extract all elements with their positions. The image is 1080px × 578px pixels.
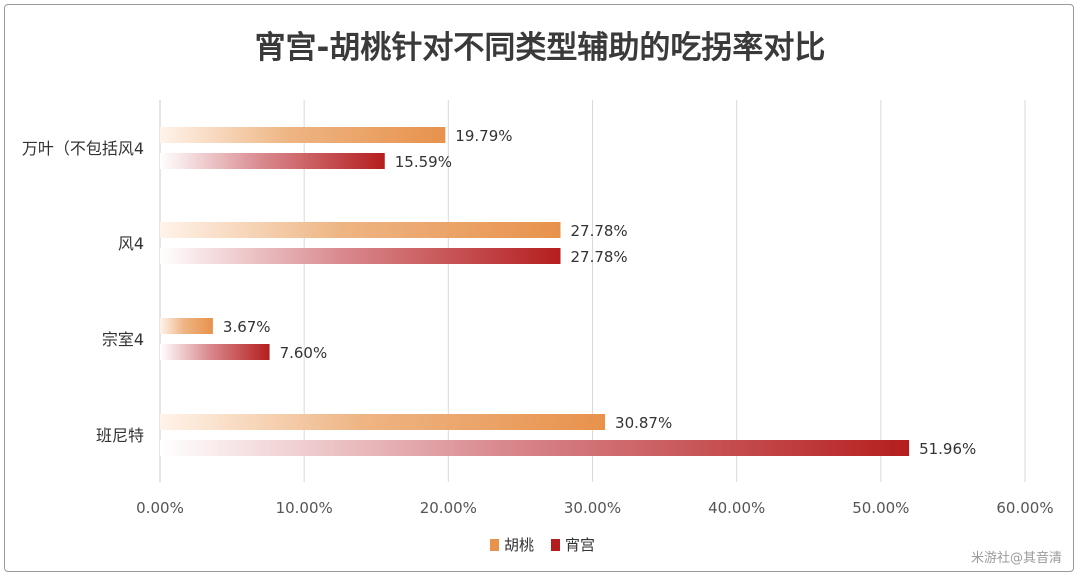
chart-frame <box>4 4 1074 572</box>
x-tick-label: 0.00% <box>136 499 184 517</box>
category-label-feng4: 风4 <box>118 234 144 253</box>
legend-label-hutao: 胡桃 <box>504 536 534 554</box>
bar-yoimiya-wanye <box>160 153 385 169</box>
value-axis: 0.00% 10.00% 20.00% 30.00% 40.00% 50.00% 60.00… <box>136 499 1053 517</box>
bar-hutao-wanye <box>160 127 446 143</box>
data-label: 19.79% <box>455 127 512 145</box>
legend-swatch-hutao <box>490 539 499 551</box>
data-label: 15.59% <box>395 153 452 171</box>
bar-yoimiya-feng4 <box>160 248 561 264</box>
bars <box>160 127 910 456</box>
legend-label-yoimiya: 宵宫 <box>565 536 595 554</box>
data-label: 27.78% <box>570 248 627 266</box>
data-label: 30.87% <box>615 414 672 432</box>
data-label: 27.78% <box>570 222 627 240</box>
x-tick-label: 30.00% <box>564 499 621 517</box>
x-tick-label: 20.00% <box>420 499 477 517</box>
data-label: 51.96% <box>919 440 976 458</box>
x-tick-label: 60.00% <box>996 499 1053 517</box>
x-tick-label: 10.00% <box>276 499 333 517</box>
category-axis: 万叶（不包括风4 风4 宗室4 班尼特 <box>22 139 144 445</box>
bar-yoimiya-zongshi4 <box>160 344 270 360</box>
chart-title: 宵宫-胡桃针对不同类型辅助的吃拐率对比 <box>255 30 826 66</box>
watermark: 米游社@其音清 <box>971 550 1062 566</box>
x-tick-label: 50.00% <box>852 499 909 517</box>
legend: 胡桃 宵宫 <box>490 536 595 554</box>
data-label: 3.67% <box>223 318 271 336</box>
legend-swatch-yoimiya <box>551 539 560 551</box>
data-labels: 19.79%15.59% 27.78% 27.78% 3.67% 7.60% 30.87%… <box>223 127 976 458</box>
category-label-bennett: 班尼特 <box>96 426 144 445</box>
bar-hutao-feng4 <box>160 222 561 238</box>
bar-hutao-zongshi4 <box>160 318 213 334</box>
bar-hutao-bennett <box>160 414 606 430</box>
data-label: 7.60% <box>280 344 328 362</box>
category-label-zongshi4: 宗室4 <box>102 330 144 349</box>
x-tick-label: 40.00% <box>708 499 765 517</box>
bar-yoimiya-bennett <box>160 440 910 456</box>
category-label-wanye: 万叶（不包括风4 <box>22 139 144 158</box>
